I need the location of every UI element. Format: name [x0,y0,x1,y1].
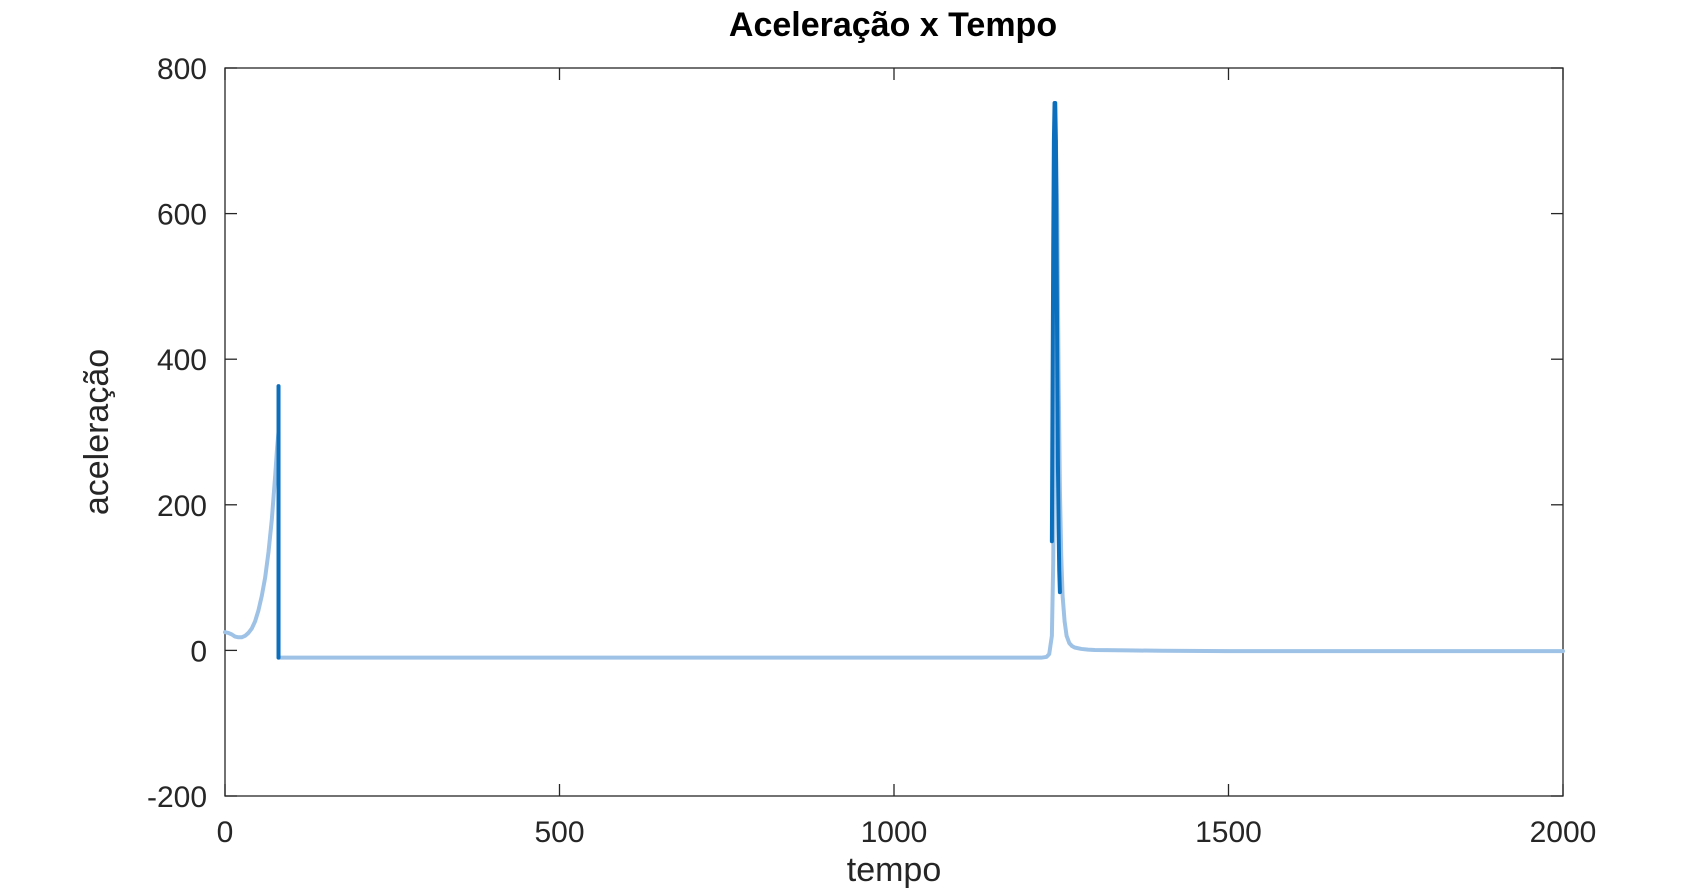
y-tick-label: 400 [157,344,207,377]
x-tick-label: 1000 [861,816,928,849]
x-tick-label: 500 [534,816,584,849]
y-tick-label: -200 [147,781,207,814]
y-tick-label: 200 [157,490,207,523]
y-axis-label: aceleração [78,349,116,515]
axis-tick-labels: 0 500 1000 1500 2000 -200 0 200 400 600 800 [147,53,1596,849]
x-tick-label: 1500 [1195,816,1262,849]
x-tick-label: 2000 [1530,816,1597,849]
y-tick-label: 0 [190,635,207,668]
x-tick-label: 0 [217,816,234,849]
chart-title: Aceleração x Tempo [729,6,1057,44]
data-series [223,100,1565,660]
plot-area-frame [224,67,1564,797]
series-line-3 [1049,100,1062,595]
y-tick-label: 600 [157,199,207,232]
y-tick-label: 800 [157,53,207,86]
series-line-1 [223,138,1565,660]
x-axis-label: tempo [847,851,942,888]
axis-ticks [224,67,1564,797]
